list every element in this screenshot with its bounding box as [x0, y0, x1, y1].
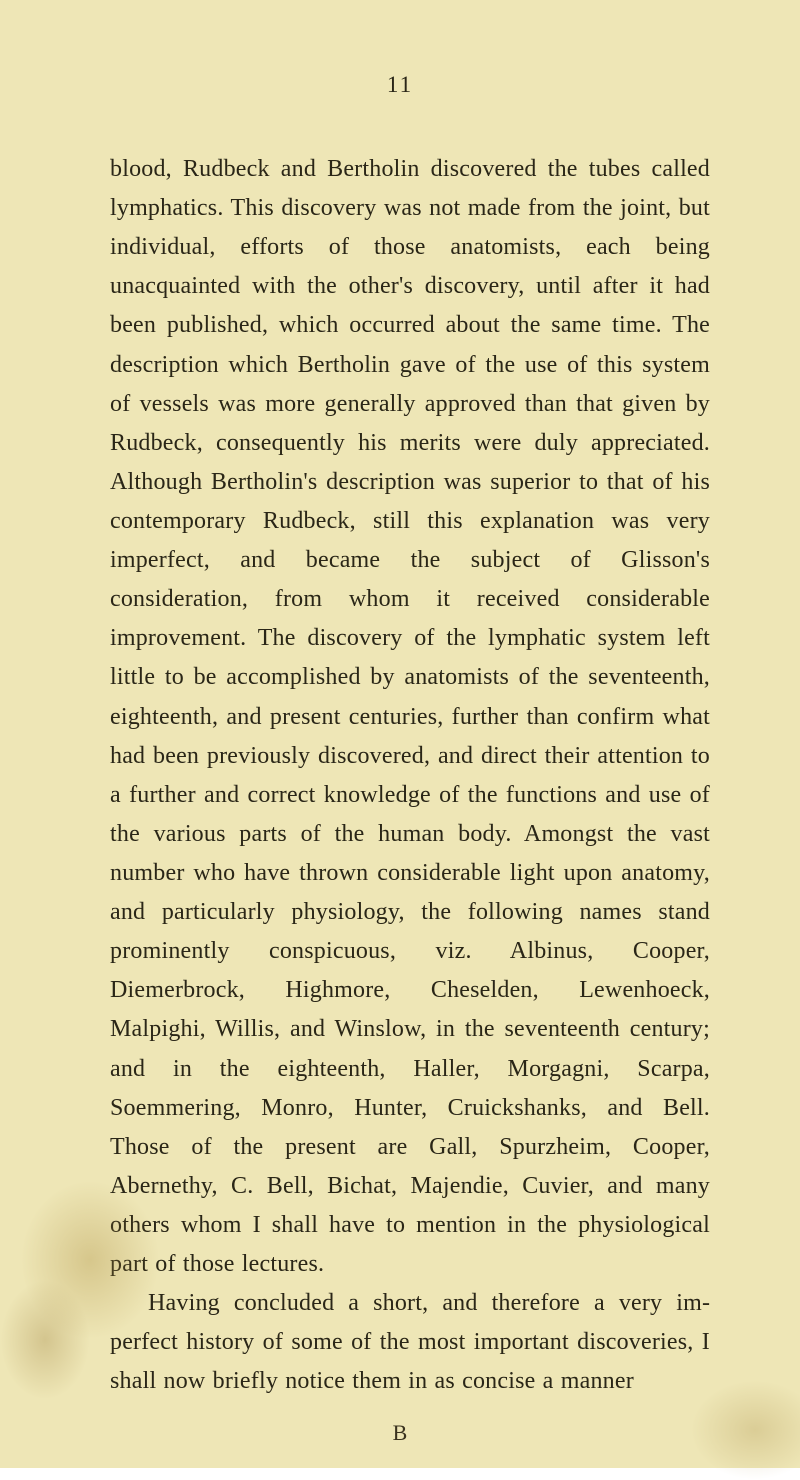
scanned-page: 11 blood, Rudbeck and Bertholin discover… — [0, 0, 800, 1468]
paragraph-2: Having concluded a short, and therefore … — [110, 1284, 710, 1401]
page-stain — [0, 1280, 90, 1400]
paragraph-1: blood, Rudbeck and Bertholin discovered … — [110, 150, 710, 1284]
page-number: 11 — [0, 72, 800, 98]
body-text-block: blood, Rudbeck and Bertholin discovered … — [110, 150, 710, 1402]
signature-mark: B — [0, 1420, 800, 1446]
